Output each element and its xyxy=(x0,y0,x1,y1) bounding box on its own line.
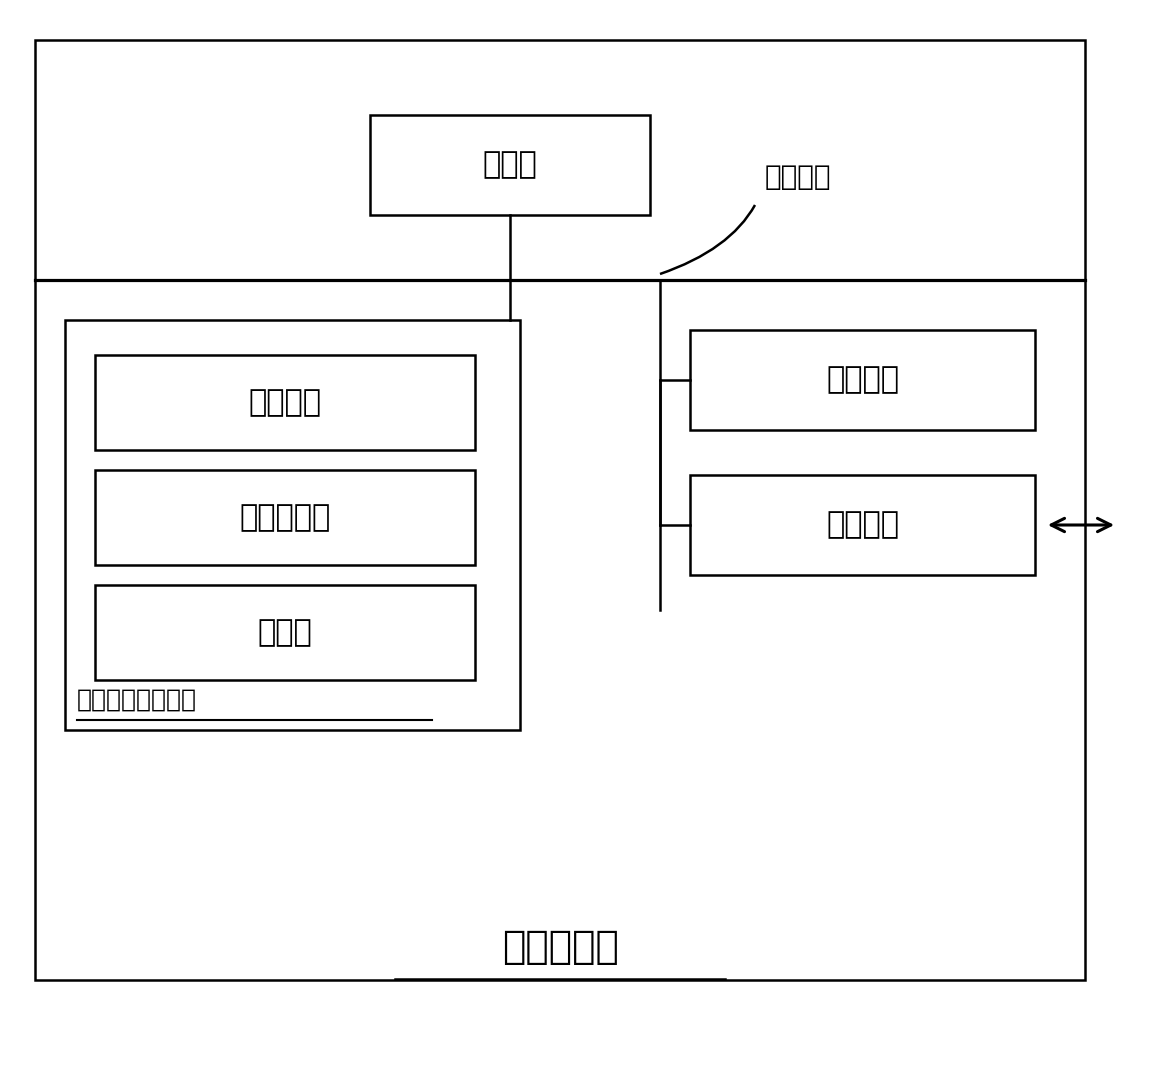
Text: 网络接口: 网络接口 xyxy=(826,510,899,540)
FancyBboxPatch shape xyxy=(370,115,650,215)
Text: 非易失性存储介质: 非易失性存储介质 xyxy=(77,688,197,712)
FancyBboxPatch shape xyxy=(690,475,1035,575)
Text: 计算机设备: 计算机设备 xyxy=(501,928,618,966)
FancyBboxPatch shape xyxy=(95,355,474,450)
FancyBboxPatch shape xyxy=(35,40,1085,980)
Text: 内存储器: 内存储器 xyxy=(826,365,899,394)
FancyBboxPatch shape xyxy=(690,330,1035,430)
Text: 计算机程序: 计算机程序 xyxy=(239,503,331,532)
FancyBboxPatch shape xyxy=(95,585,474,679)
Text: 数据库: 数据库 xyxy=(258,618,312,648)
Text: 系统总线: 系统总线 xyxy=(764,163,832,191)
FancyBboxPatch shape xyxy=(95,470,474,566)
Text: 处理器: 处理器 xyxy=(483,150,537,180)
Text: 操作系统: 操作系统 xyxy=(248,388,321,417)
FancyBboxPatch shape xyxy=(65,320,520,730)
